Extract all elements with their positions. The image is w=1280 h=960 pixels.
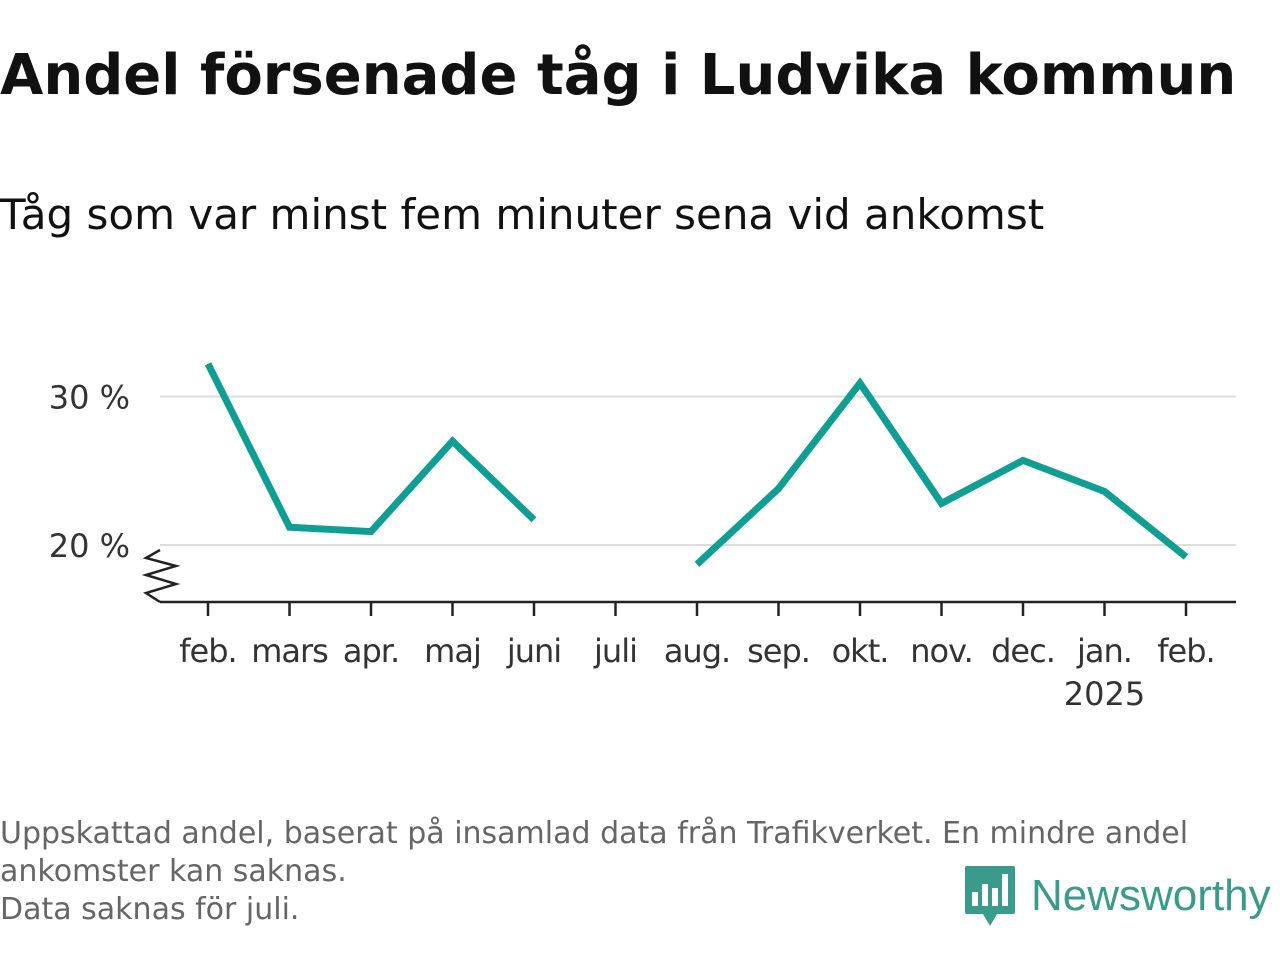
y-tick-label: 30 % — [49, 379, 130, 417]
x-year-label: 2025 — [1064, 675, 1145, 713]
brand-logo: Newsworthy — [963, 864, 1271, 928]
x-tick-label: sep. — [747, 632, 810, 670]
series-line — [204, 362, 537, 536]
chart-subtitle: Tåg som var minst fem minuter sena vid a… — [0, 190, 1045, 239]
x-tick-label: apr. — [343, 632, 399, 670]
x-tick-label: feb. — [179, 632, 236, 670]
x-tick-label: nov. — [910, 632, 972, 670]
x-tick-label: okt. — [832, 632, 889, 670]
x-tick-label: maj — [424, 632, 481, 670]
chart-title: Andel försenade tåg i Ludvika kommun — [0, 43, 1237, 108]
footnote-line: ankomster kan saknas. — [0, 854, 347, 889]
x-tick-label: feb. — [1157, 632, 1214, 670]
axis-break-icon — [141, 548, 181, 604]
footnote: Uppskattad andel, baserat på insamlad da… — [0, 815, 1270, 929]
x-tick-label: mars — [251, 632, 328, 670]
footnote-line: Data saknas för juli. — [0, 892, 300, 927]
y-tick-label: 20 % — [49, 527, 130, 565]
brand-name: Newsworthy — [1031, 871, 1271, 920]
x-tick-label: juli — [593, 632, 637, 670]
x-tick-label: jan. — [1076, 632, 1132, 670]
newsworthy-logo-icon — [965, 866, 1015, 926]
x-tick-label: aug. — [664, 632, 730, 670]
series-line — [694, 377, 1189, 567]
footnote-line: Uppskattad andel, baserat på insamlad da… — [0, 816, 1189, 851]
x-tick-label: dec. — [991, 632, 1055, 670]
x-tick-label: juni — [506, 632, 561, 670]
